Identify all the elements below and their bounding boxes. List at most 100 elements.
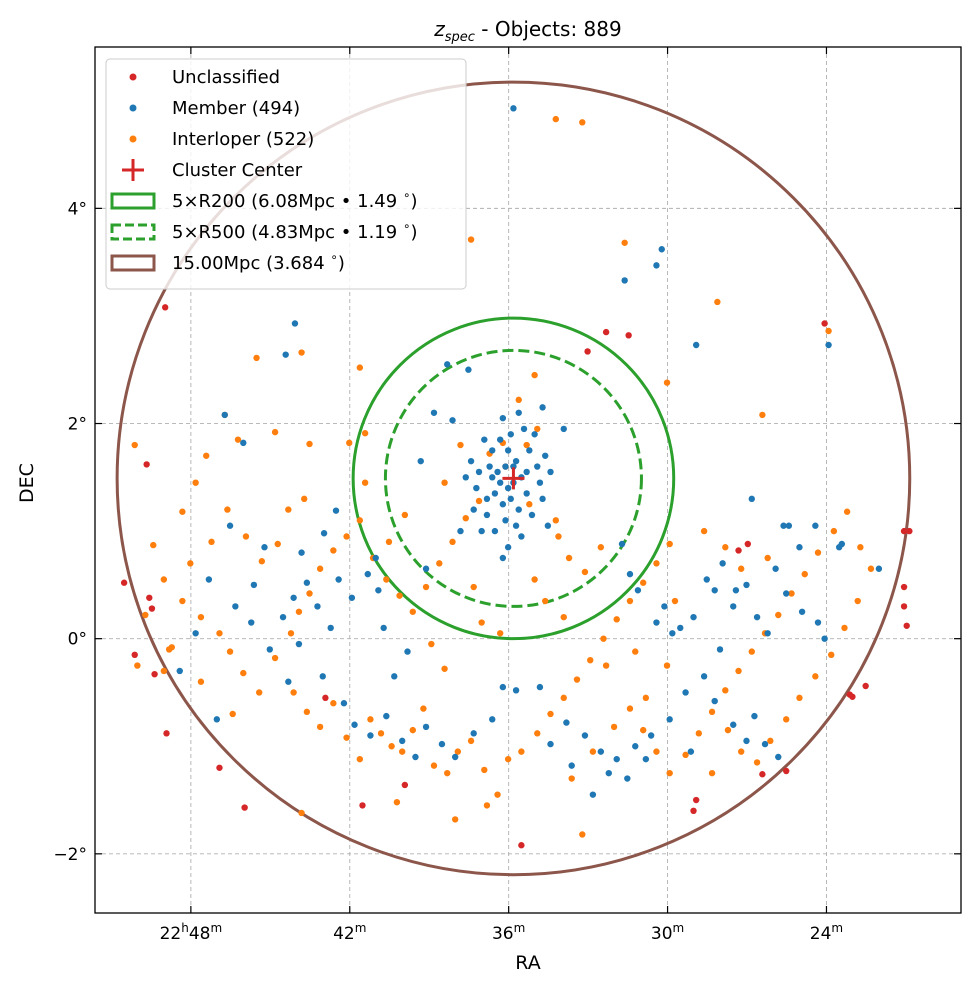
point-member-61 bbox=[320, 530, 328, 537]
point-interloper-138 bbox=[552, 517, 560, 524]
legend-label-0: Unclassified bbox=[172, 67, 280, 88]
point-interloper-125 bbox=[301, 495, 308, 503]
y-tick-label-1: 2° bbox=[68, 415, 87, 435]
y-tick-label-0: 4° bbox=[68, 199, 87, 219]
point-unclassified-2 bbox=[120, 579, 128, 586]
point-interloper-135 bbox=[534, 425, 541, 433]
point-member-68 bbox=[295, 640, 303, 648]
point-unclassified-26 bbox=[900, 583, 908, 591]
point-interloper-53 bbox=[367, 716, 374, 723]
point-member-136 bbox=[743, 737, 750, 745]
point-member-21 bbox=[486, 463, 493, 470]
point-interloper-30 bbox=[271, 654, 279, 662]
x-tick-label-4: 24m bbox=[810, 921, 843, 944]
point-member-7 bbox=[483, 495, 491, 503]
axis-ticks: 22h48m 42m 36m 30m 24m 4° 2° 0° −2° bbox=[53, 47, 961, 944]
point-unclassified-6 bbox=[151, 670, 158, 678]
cluster-center-marker bbox=[502, 467, 525, 490]
point-interloper-111 bbox=[579, 831, 586, 838]
x-tick-label-1: 42m bbox=[333, 921, 366, 944]
point-member-86 bbox=[380, 624, 387, 632]
point-member-89 bbox=[261, 544, 268, 551]
point-member-119 bbox=[796, 544, 803, 551]
point-member-108 bbox=[719, 560, 726, 567]
point-member-55 bbox=[510, 105, 517, 112]
point-member-102 bbox=[661, 603, 668, 610]
point-member-48 bbox=[544, 522, 552, 529]
point-member-19 bbox=[470, 506, 477, 513]
point-interloper-66 bbox=[518, 748, 525, 755]
point-member-77 bbox=[438, 740, 446, 748]
point-member-79 bbox=[470, 730, 477, 737]
point-interloper-36 bbox=[343, 533, 350, 540]
point-interloper-141 bbox=[632, 648, 639, 655]
point-interloper-19 bbox=[192, 479, 199, 486]
point-member-52 bbox=[692, 341, 700, 349]
point-member-121 bbox=[732, 587, 740, 594]
point-member-41 bbox=[462, 474, 469, 481]
point-interloper-8 bbox=[531, 371, 538, 379]
point-interloper-103 bbox=[812, 673, 819, 680]
point-interloper-72 bbox=[600, 635, 607, 642]
point-member-115 bbox=[798, 608, 806, 615]
point-interloper-10 bbox=[759, 411, 766, 419]
point-interloper-83 bbox=[653, 748, 660, 755]
point-member-75 bbox=[412, 753, 419, 761]
point-interloper-149 bbox=[470, 583, 477, 591]
point-interloper-71 bbox=[587, 656, 594, 664]
point-interloper-131 bbox=[555, 533, 562, 540]
point-interloper-16 bbox=[234, 436, 242, 443]
point-member-5 bbox=[489, 447, 496, 454]
point-member-32 bbox=[523, 468, 530, 476]
point-unclassified-23 bbox=[821, 320, 828, 327]
point-member-80 bbox=[489, 716, 496, 723]
point-interloper-7 bbox=[356, 364, 364, 371]
point-interloper-162 bbox=[165, 646, 173, 653]
point-unclassified-16 bbox=[625, 332, 632, 339]
point-member-135 bbox=[730, 721, 737, 728]
point-interloper-130 bbox=[597, 544, 605, 551]
point-unclassified-14 bbox=[602, 328, 610, 336]
point-interloper-28 bbox=[240, 669, 247, 677]
point-interloper-34 bbox=[316, 565, 324, 572]
point-member-152 bbox=[465, 366, 472, 373]
point-member-114 bbox=[783, 590, 790, 597]
point-member-91 bbox=[205, 576, 213, 583]
point-interloper-102 bbox=[828, 651, 835, 659]
point-interloper-27 bbox=[226, 648, 234, 655]
point-member-139 bbox=[775, 753, 782, 761]
point-member-29 bbox=[542, 452, 549, 459]
y-tick-label-2: 0° bbox=[68, 630, 87, 650]
point-interloper-55 bbox=[388, 743, 395, 750]
point-interloper-140 bbox=[602, 662, 610, 669]
point-interloper-122 bbox=[258, 558, 266, 565]
point-interloper-48 bbox=[303, 708, 311, 716]
point-interloper-151 bbox=[496, 630, 504, 637]
point-interloper-42 bbox=[422, 583, 430, 591]
point-interloper-148 bbox=[642, 694, 650, 702]
point-interloper-25 bbox=[197, 613, 205, 621]
point-interloper-50 bbox=[330, 700, 337, 707]
point-interloper-31 bbox=[287, 630, 295, 637]
point-member-53 bbox=[653, 262, 660, 269]
point-interloper-107 bbox=[753, 759, 761, 766]
point-interloper-112 bbox=[483, 802, 491, 809]
point-member-137 bbox=[751, 712, 758, 720]
point-interloper-9 bbox=[663, 379, 671, 386]
point-interloper-47 bbox=[290, 689, 297, 696]
point-interloper-45 bbox=[462, 514, 469, 522]
point-unclassified-11 bbox=[359, 802, 366, 809]
point-interloper-39 bbox=[383, 576, 390, 583]
point-member-82 bbox=[512, 687, 520, 694]
point-interloper-159 bbox=[515, 396, 522, 404]
point-interloper-62 bbox=[467, 737, 475, 745]
point-interloper-114 bbox=[393, 798, 401, 806]
point-member-122 bbox=[716, 646, 724, 653]
point-interloper-23 bbox=[160, 576, 168, 583]
point-member-76 bbox=[422, 723, 430, 731]
point-unclassified-1 bbox=[143, 461, 150, 468]
point-interloper-37 bbox=[356, 517, 364, 524]
point-interloper-121 bbox=[242, 533, 250, 540]
point-member-50 bbox=[499, 554, 507, 562]
point-interloper-99 bbox=[867, 565, 875, 572]
